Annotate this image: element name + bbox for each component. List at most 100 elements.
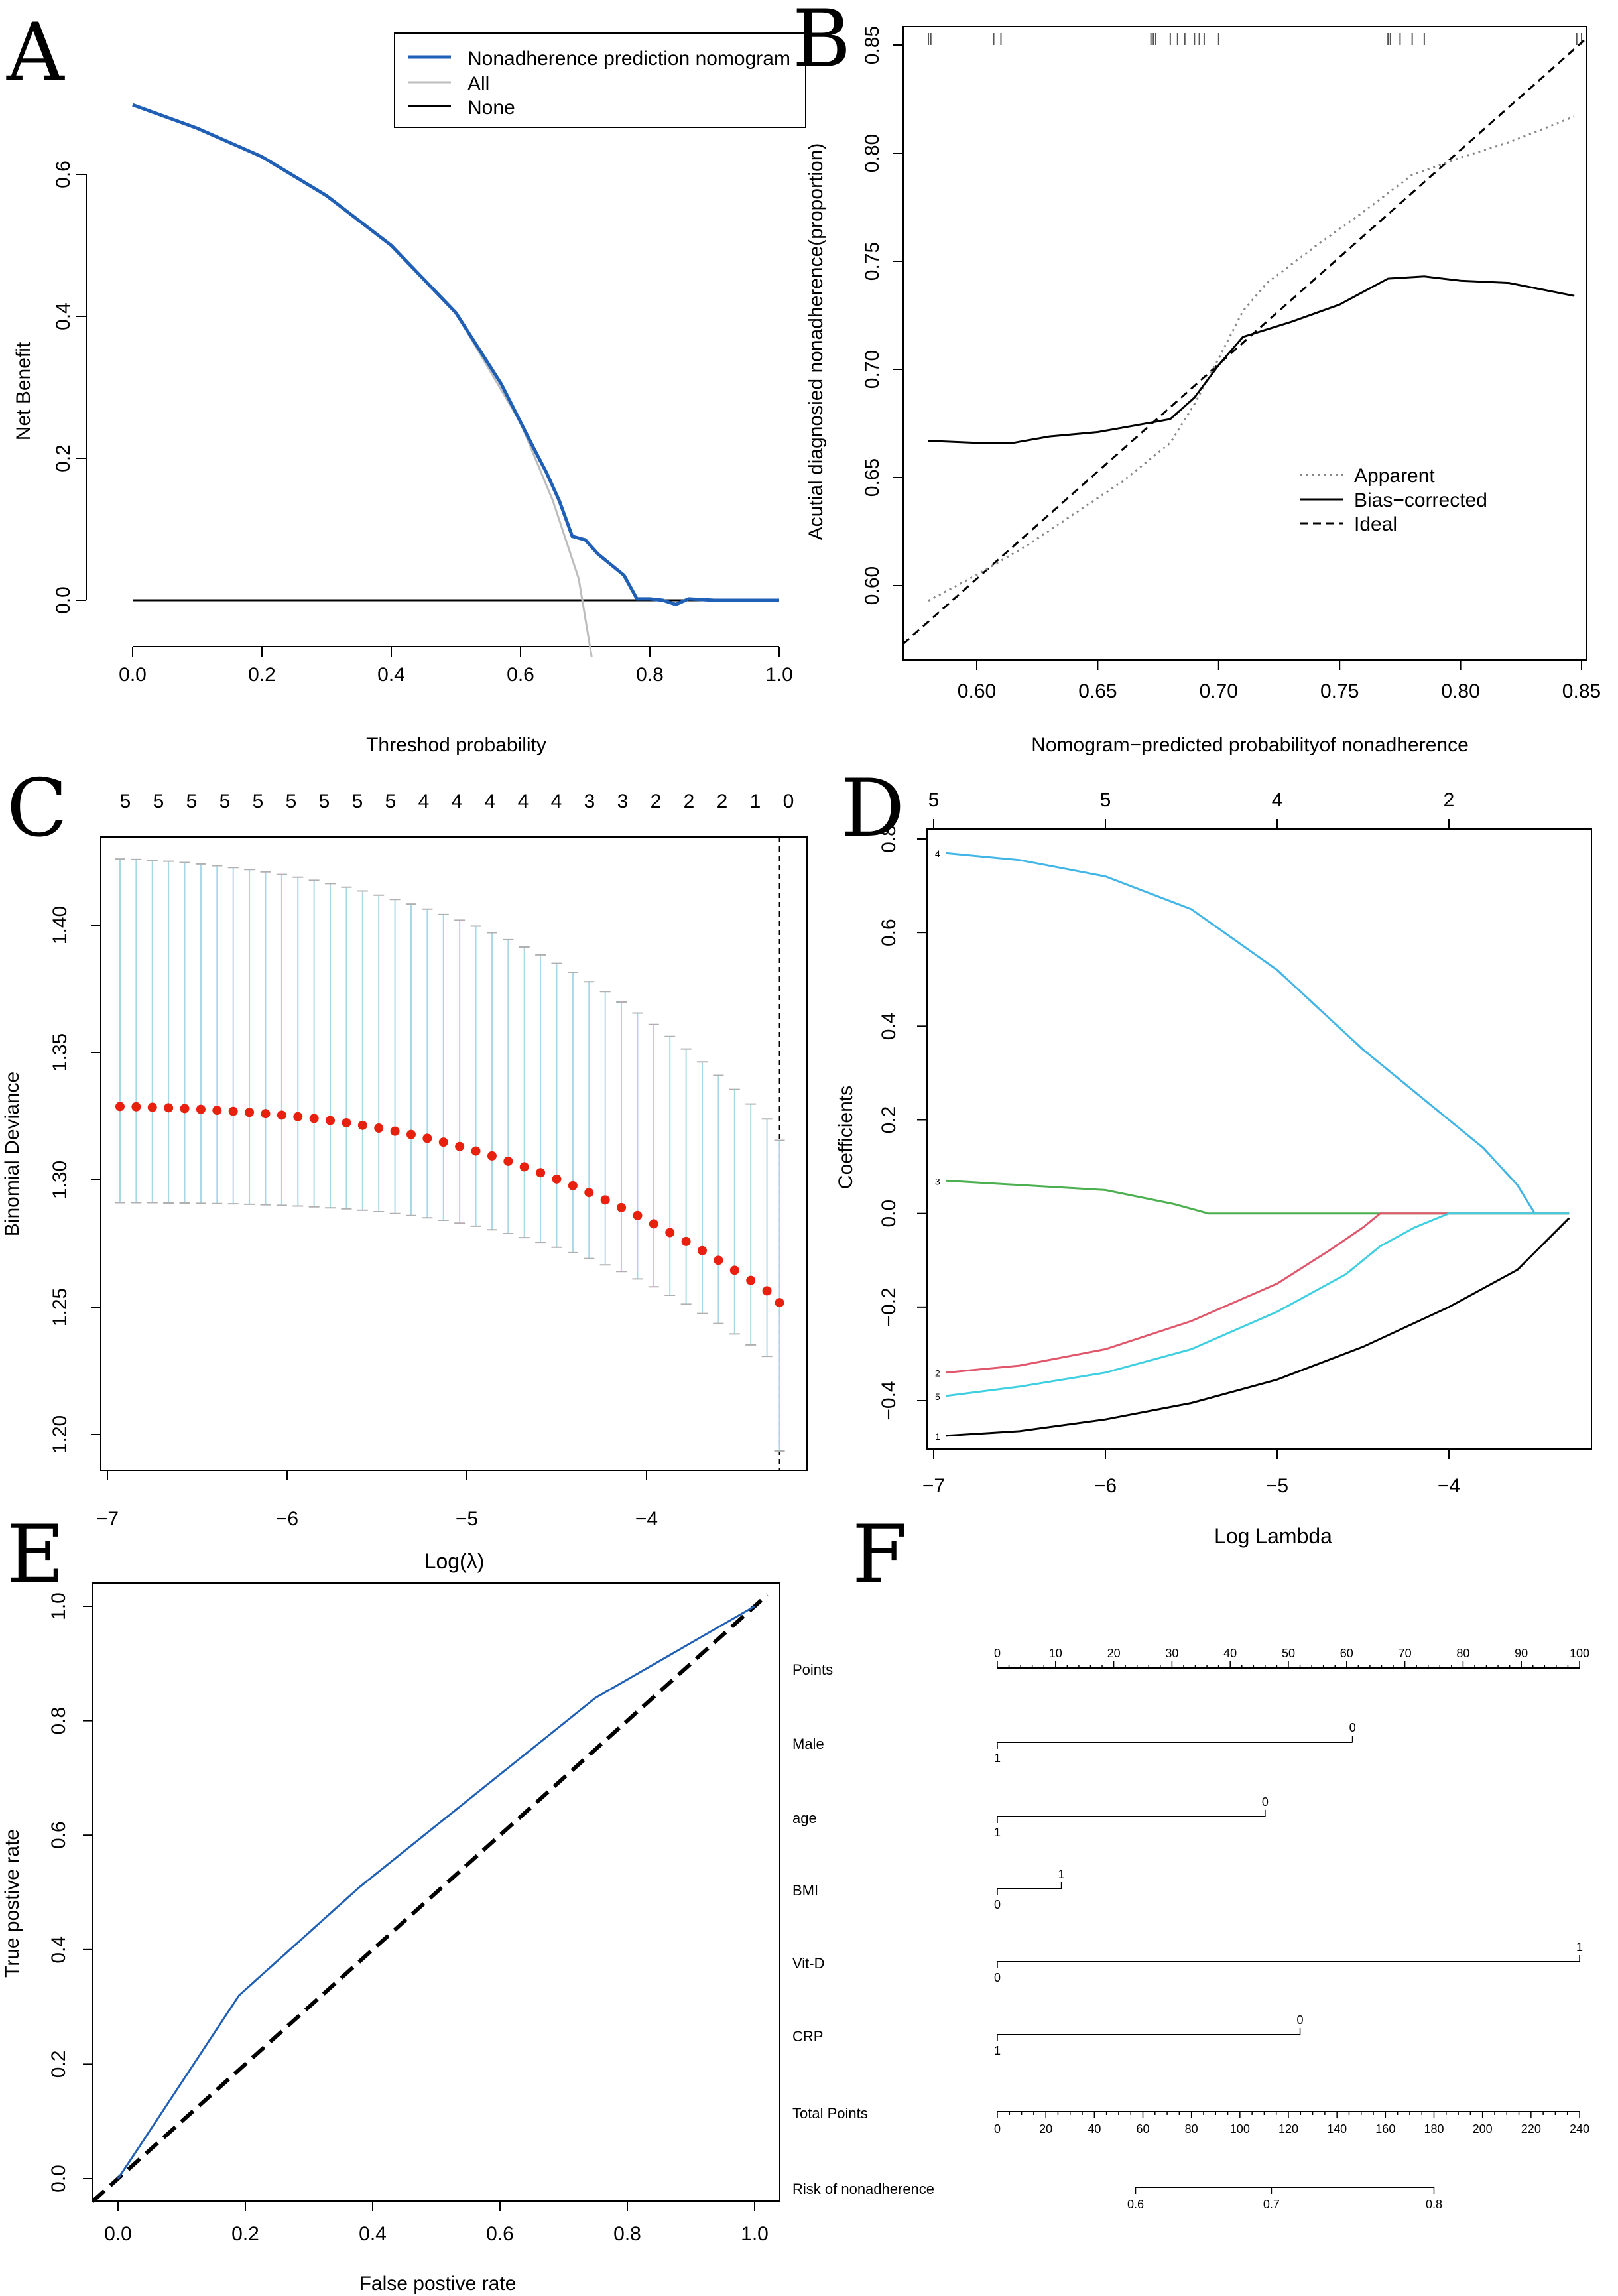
panel-c-frame: [100, 836, 808, 1471]
points-scale-label: 80: [1456, 1647, 1469, 1660]
y-tick-label: 0.65: [861, 458, 883, 497]
points-scale-label: 40: [1223, 1647, 1237, 1660]
panel-letter-a: A: [6, 7, 65, 99]
x-tick-label: −7: [922, 1475, 945, 1497]
y-tick-label: 0.85: [861, 26, 883, 64]
deviance-point: [455, 1141, 465, 1151]
deviance-point: [698, 1245, 708, 1255]
coef-path-label: 3: [935, 1176, 940, 1186]
deviance-point: [438, 1137, 448, 1147]
y-tick-label: 1.30: [49, 1161, 71, 1199]
top-axis-count: 5: [120, 791, 131, 812]
deviance-point: [665, 1228, 675, 1238]
y-tick-label: 0.2: [878, 1106, 900, 1134]
x-tick-label: 1.0: [741, 2223, 769, 2245]
deviance-point: [681, 1236, 691, 1246]
panel-d-xlabel: Log Lambda: [1214, 1524, 1332, 1548]
total-points-label: 60: [1136, 2122, 1149, 2136]
deviance-point: [390, 1126, 400, 1136]
risk-scale-label: 0.8: [1426, 2198, 1442, 2211]
deviance-point: [503, 1156, 513, 1166]
x-tick-label: −5: [1266, 1475, 1288, 1497]
y-tick-label: 0.2: [52, 444, 74, 472]
y-tick-label: 0.2: [48, 2051, 70, 2078]
y-tick-label: 0.4: [48, 1936, 70, 1964]
deviance-point: [729, 1265, 739, 1275]
series-apparent-line: [928, 115, 1575, 602]
x-tick-label: −4: [635, 1508, 658, 1530]
panel-c-points: [115, 1102, 784, 1308]
top-axis-count: 4: [485, 791, 496, 812]
y-tick-label: 0.4: [878, 1012, 900, 1040]
panel-letter-c: C: [7, 763, 68, 855]
deviance-point: [277, 1110, 286, 1120]
points-scale-label: 10: [1049, 1647, 1062, 1660]
x-tick-label: 1.0: [765, 664, 793, 686]
series-nomogram-line: [132, 103, 779, 607]
panel-e-frame: [92, 1582, 780, 2202]
y-tick-label: −0.4: [878, 1381, 900, 1420]
x-tick-label: −6: [276, 1508, 298, 1530]
variable-level-end: 0: [1349, 1721, 1356, 1734]
panel-b-ylabel: Acutial diagnosied nonadherence(proporti…: [805, 143, 827, 541]
series-roc-line: [117, 1605, 755, 2179]
variable-level-end: 1: [1058, 1868, 1065, 1881]
panel-e-axes: 0.0 0.0 0.2 0.2 0.4 0.4 0.6 0.6 0.8 0.8 1.0 1.0: [48, 1592, 769, 2245]
total-points-label: 0: [994, 2122, 1001, 2136]
total-points-label: 40: [1088, 2122, 1101, 2136]
y-tick-label: 1.40: [49, 906, 71, 944]
top-axis-count: 2: [651, 791, 662, 812]
panel-b-frame: [902, 26, 1587, 661]
panel-a-axes: 0.0 0.2 0.4 0.6 0.8 1.0 0.0 0.2 0.4 0.6: [52, 160, 793, 686]
top-axis-count: 5: [253, 791, 264, 812]
panel-c-errorbars: [114, 858, 785, 1452]
top-axis-count: 5: [219, 791, 231, 812]
deviance-point: [326, 1116, 336, 1125]
points-scale-label: 100: [1570, 1647, 1589, 1660]
points-scale-label: 0: [994, 1647, 1001, 1660]
series-bias-corrected-line: [928, 275, 1575, 444]
top-axis-count: 5: [153, 791, 164, 812]
deviance-point: [471, 1146, 481, 1156]
x-tick-label: 0.65: [1078, 680, 1117, 702]
total-points-label: 20: [1039, 2122, 1052, 2136]
coef-path-3: [946, 1179, 1570, 1215]
deviance-point: [196, 1104, 206, 1114]
points-scale-label: 50: [1282, 1647, 1295, 1660]
nomogram-row-label: age: [792, 1810, 817, 1826]
legend-label-apparent: Apparent: [1354, 465, 1435, 487]
coef-path-2: [945, 1212, 1570, 1374]
top-axis-count: 5: [928, 789, 940, 811]
panel-letter-e: E: [7, 1509, 65, 1601]
x-tick-label: 0.4: [359, 2223, 387, 2245]
top-axis-count: 1: [750, 791, 761, 812]
legend-label-all: All: [467, 73, 489, 95]
x-tick-label: 0.85: [1562, 680, 1601, 702]
panel-b-series: [902, 38, 1587, 645]
coef-path-label: 1: [935, 1431, 940, 1442]
deviance-point: [584, 1188, 594, 1198]
points-scale-label: 70: [1399, 1647, 1412, 1660]
top-axis-count: 4: [452, 791, 463, 812]
panel-c-xlabel: Log(λ): [424, 1549, 485, 1573]
deviance-point: [357, 1120, 367, 1130]
x-tick-label: 0.75: [1320, 680, 1359, 702]
variable-level-start: 0: [994, 1898, 1001, 1911]
x-tick-label: 0.8: [613, 2223, 641, 2245]
coef-path-label: 4: [935, 848, 940, 859]
total-points-label: 140: [1327, 2122, 1347, 2136]
risk-scale-label: 0.7: [1263, 2198, 1280, 2211]
coef-path-4: [945, 852, 1570, 1215]
x-tick-label: 0.60: [958, 680, 996, 702]
deviance-point: [487, 1151, 497, 1161]
x-tick-label: −5: [456, 1508, 478, 1530]
panel-e-series: [91, 1593, 769, 2203]
nomogram-row-label: Total Points: [792, 2105, 868, 2122]
nomogram-row-label: BMI: [792, 1882, 818, 1899]
deviance-point: [180, 1104, 190, 1114]
risk-scale-label: 0.6: [1127, 2198, 1144, 2211]
x-tick-label: 0.80: [1441, 680, 1479, 702]
